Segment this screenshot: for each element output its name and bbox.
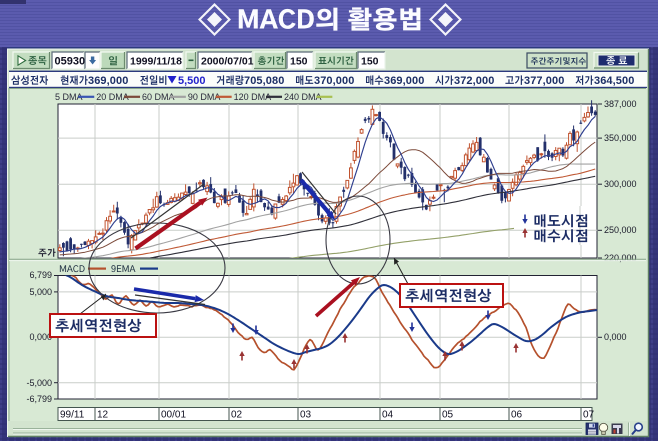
svg-text:150: 150: [361, 56, 379, 68]
svg-text:369,000: 369,000: [88, 75, 128, 87]
svg-text:06: 06: [511, 410, 523, 421]
svg-text:03: 03: [300, 410, 312, 421]
svg-text:364,500: 364,500: [594, 75, 634, 87]
svg-text:1999/11/18: 1999/11/18: [130, 56, 182, 68]
svg-text:300,000: 300,000: [604, 179, 637, 189]
svg-text:04: 04: [382, 410, 394, 421]
svg-text:377,000: 377,000: [524, 75, 564, 87]
svg-text:5,000: 5,000: [29, 287, 52, 297]
svg-text:05930: 05930: [55, 56, 86, 68]
svg-text:5,500: 5,500: [178, 75, 206, 87]
svg-text:387,000: 387,000: [604, 99, 637, 109]
svg-text:369,000: 369,000: [384, 75, 424, 87]
svg-text:20 DMA: 20 DMA: [96, 92, 129, 102]
svg-text:05: 05: [442, 410, 454, 421]
svg-text:12: 12: [97, 410, 109, 421]
svg-text:99/11: 99/11: [60, 410, 85, 421]
svg-text:07: 07: [583, 410, 595, 421]
svg-text:240 DMA: 240 DMA: [284, 92, 322, 102]
svg-text:5 DMA: 5 DMA: [55, 92, 83, 102]
svg-text:6,799: 6,799: [29, 270, 52, 280]
svg-text:120 DMA: 120 DMA: [234, 92, 272, 102]
svg-text:372,000: 372,000: [454, 75, 494, 87]
svg-text:220,000: 220,000: [604, 253, 637, 263]
svg-text:-5,000: -5,000: [26, 378, 52, 388]
svg-text:350,000: 350,000: [604, 133, 637, 143]
svg-text:-6,799: -6,799: [26, 394, 52, 404]
svg-text:150: 150: [290, 56, 308, 68]
svg-text:705,080: 705,080: [244, 75, 284, 87]
svg-text:90 DMA: 90 DMA: [188, 92, 221, 102]
svg-text:0,000: 0,000: [604, 332, 627, 342]
svg-text:00/01: 00/01: [161, 410, 186, 421]
svg-text:0,000: 0,000: [29, 332, 52, 342]
svg-text:370,000: 370,000: [314, 75, 354, 87]
svg-text:60 DMA: 60 DMA: [142, 92, 175, 102]
svg-text:250,000: 250,000: [604, 225, 637, 235]
svg-text:2000/07/01: 2000/07/01: [201, 56, 254, 68]
svg-text:02: 02: [231, 410, 243, 421]
